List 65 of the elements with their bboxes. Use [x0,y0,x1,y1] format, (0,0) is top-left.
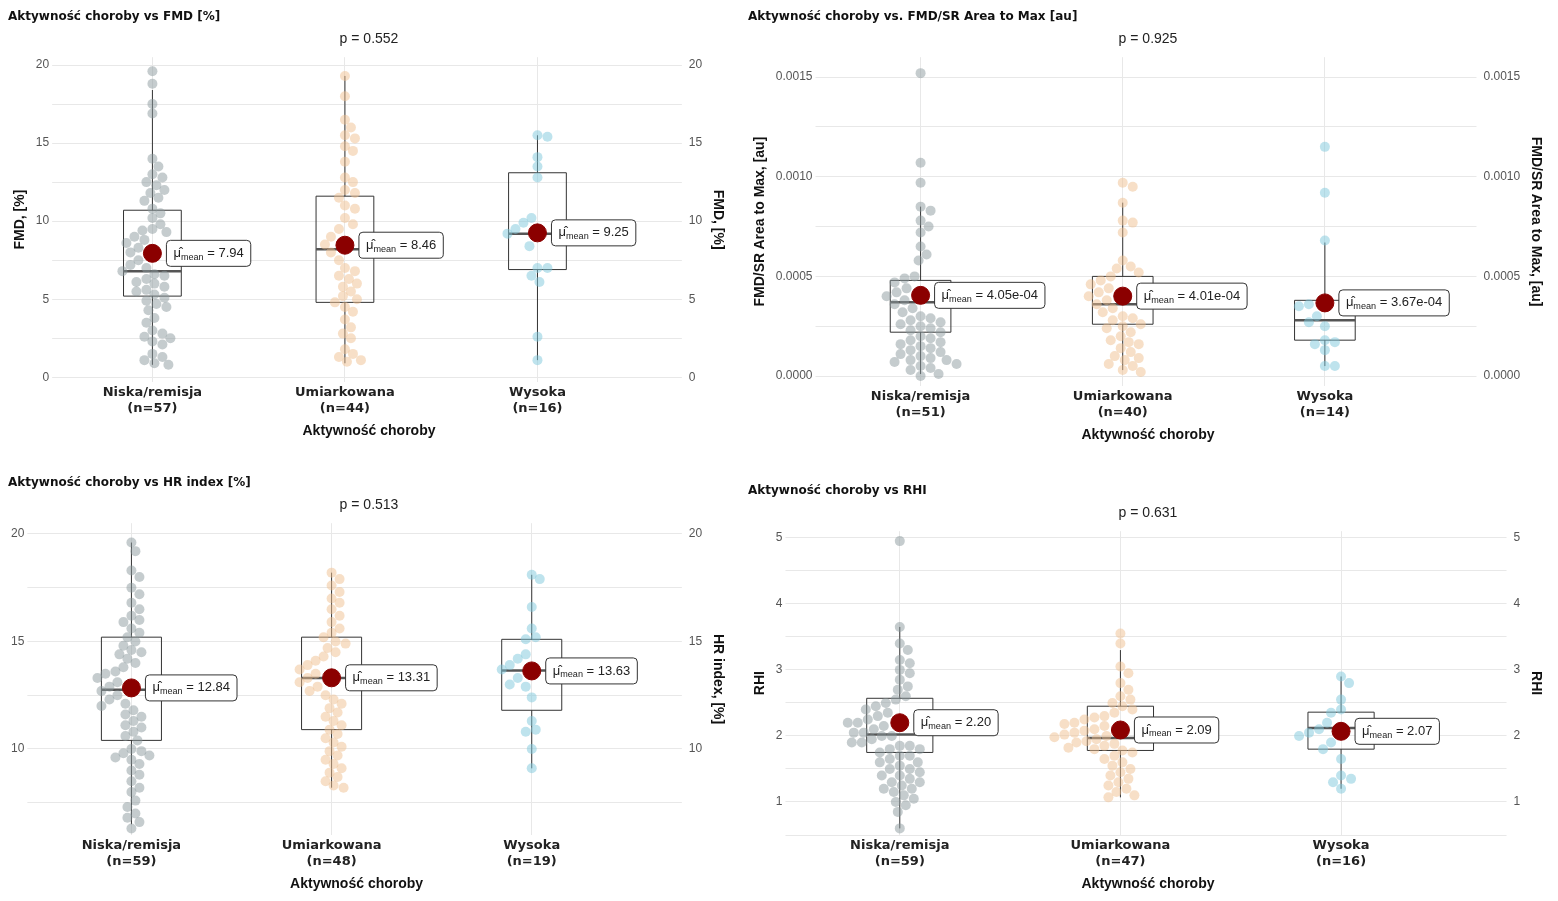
y2-tick-label: 15 [688,135,703,150]
y-tick-label: 10 [35,213,50,228]
y-tick-label: 3 [775,662,783,677]
chart-subtitle: p = 0.925 [1118,29,1178,46]
y2-tick-label: 3 [1513,662,1521,677]
x-axis-title: Aktywność choroby [1081,875,1215,892]
y-tick-label: 15 [35,135,50,150]
y-tick-label: 0.0015 [775,69,813,84]
y2-axis-title: HR index, [%] [710,633,727,725]
y2-tick-label: 0.0000 [1483,368,1521,383]
x-axis-title: Aktywność choroby [290,875,424,892]
y-tick-label: 0.0000 [775,368,813,383]
y2-tick-label: 10 [688,213,703,228]
y-tick-label: 5 [42,291,50,306]
y2-tick-label: 0.0005 [1483,268,1521,283]
y-axis-title: RHI [751,671,768,696]
y-axis-title: FMD/SR Area to Max, [au] [751,136,768,307]
y2-axis-title: FMD, [%] [710,189,727,250]
x-tick-label: Umiarkowana (n=44) [295,384,395,415]
x-tick-label: Wysoka (n=19) [503,837,561,868]
chart-title: Aktywność choroby vs HR index [%] [8,475,251,490]
x-tick-label: Wysoka (n=16) [509,384,566,415]
x-tick-label: Niska/remisja (n=59) [850,837,950,868]
y2-tick-label: 1 [1513,794,1521,809]
y2-tick-label: 5 [688,291,696,306]
y-axis-title: FMD, [%] [11,189,28,250]
chart-subtitle: p = 0.631 [1118,503,1178,520]
y-tick-label: 0.0005 [775,268,813,283]
x-tick-label: Wysoka (n=16) [1312,837,1370,868]
y2-tick-label: 10 [688,741,703,756]
y-tick-label: 0.0010 [775,169,813,184]
y2-axis-title: FMD/SR Area to Max, [au] [1528,136,1545,307]
x-tick-label: Niska/remisja (n=59) [81,837,182,868]
y2-tick-label: 20 [688,526,703,541]
y-tick-label: 10 [10,741,25,756]
x-tick-label: Umiarkowana (n=40) [1072,388,1173,419]
y2-tick-label: 0.0010 [1483,169,1521,184]
chart-title: Aktywność choroby vs FMD [%] [8,9,221,24]
x-tick-label: Wysoka (n=14) [1296,388,1354,419]
y-tick-label: 4 [775,596,783,611]
y2-axis-title: RHI [1528,671,1545,696]
chart-title: Aktywność choroby vs. FMD/SR Area to Max [au] [748,9,1078,24]
chart-subtitle: p = 0.513 [339,495,399,512]
y2-tick-label: 0.0015 [1483,69,1521,84]
chart-subtitle: p = 0.552 [339,29,399,46]
y-tick-label: 5 [775,530,783,545]
y2-tick-label: 5 [1513,530,1521,545]
x-tick-label: Niska/remisja (n=57) [102,384,203,415]
x-tick-label: Niska/remisja (n=51) [870,388,971,419]
y2-tick-label: 15 [688,633,703,648]
x-axis-title: Aktywność choroby [1081,426,1215,443]
y-tick-label: 20 [10,526,25,541]
x-axis-title: Aktywność choroby [302,422,436,439]
y-tick-label: 15 [10,633,25,648]
x-tick-label: Umiarkowana (n=48) [281,837,382,868]
y2-tick-label: 2 [1513,728,1521,743]
x-tick-label: Umiarkowana (n=47) [1070,837,1171,868]
y-tick-label: 0 [42,369,50,384]
y2-tick-label: 4 [1513,596,1521,611]
y2-tick-label: 0 [688,369,696,384]
y-tick-label: 2 [775,728,783,743]
y-tick-label: 20 [35,57,50,72]
chart-title: Aktywność choroby vs RHI [748,483,927,498]
y2-tick-label: 20 [688,57,703,72]
y-tick-label: 1 [775,794,783,809]
